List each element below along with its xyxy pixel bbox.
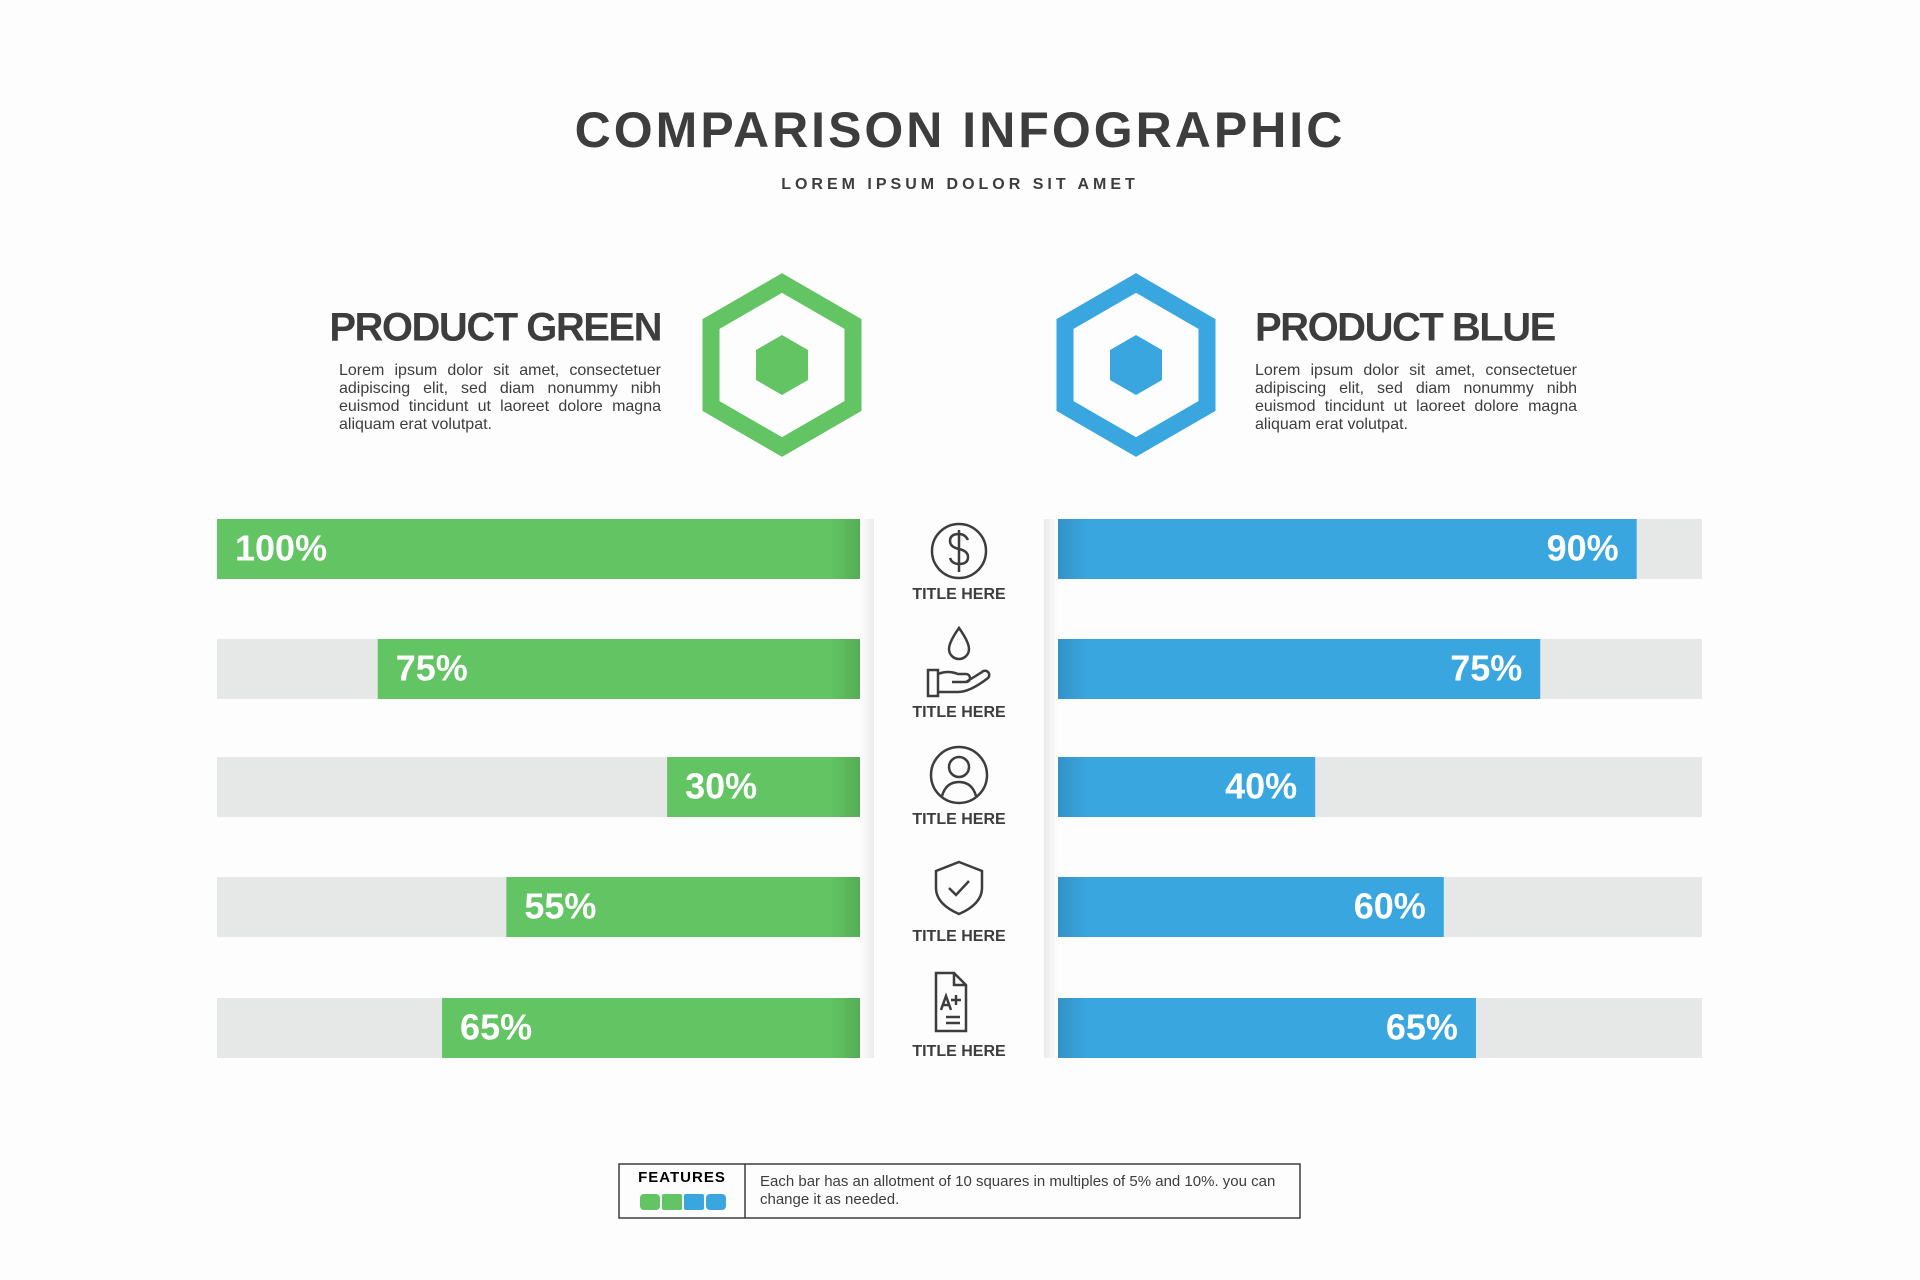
bar [1058, 639, 1541, 699]
bar [1058, 519, 1637, 579]
shadow [830, 519, 860, 579]
bar [217, 519, 860, 579]
value-label: 90% [1547, 528, 1619, 569]
value-label: 60% [1354, 886, 1426, 927]
value-label: 55% [524, 886, 596, 927]
bar [506, 877, 860, 937]
category-label: TITLE HERE [912, 928, 1006, 945]
chart-subtitle: LOREM IPSUM DOLOR SIT AMET [781, 176, 1139, 193]
gap-shadow [1044, 519, 1058, 1058]
legend-entry: PRODUCT GREEN [329, 306, 661, 350]
shadow [1058, 877, 1088, 937]
category-label: TITLE HERE [912, 1043, 1006, 1060]
category-label: TITLE HERE [912, 586, 1006, 603]
icons [926, 522, 991, 1033]
category-label: TITLE HERE [912, 704, 1006, 721]
bar [1058, 877, 1444, 937]
description: Lorem ipsum dolor sit amet, consectetuer… [339, 362, 661, 433]
bar [1058, 757, 1316, 817]
gap-shadow [860, 519, 874, 1058]
note: Each bar has an allotment of 10 squares … [760, 1173, 1276, 1208]
bar [442, 998, 860, 1058]
bar [377, 639, 860, 699]
shadow [830, 757, 860, 817]
legend-entry: PRODUCT BLUE [1255, 306, 1556, 350]
value-label: 75% [396, 648, 468, 689]
shadow [1058, 757, 1088, 817]
value-label: 40% [1225, 766, 1297, 807]
blue-hexagon [1056, 273, 1216, 457]
value-label: 100% [235, 528, 327, 569]
shadow [830, 877, 860, 937]
features-title: FEATURES [638, 1169, 726, 1186]
value-label: 75% [1450, 648, 1522, 689]
bar [667, 757, 860, 817]
category-label: TITLE HERE [912, 811, 1006, 828]
shadow [830, 998, 860, 1058]
description: Lorem ipsum dolor sit amet, consectetuer… [1255, 362, 1577, 433]
shadow [1058, 639, 1088, 699]
green-hexagon [702, 273, 862, 457]
value-label: 65% [460, 1007, 532, 1048]
value-label: 65% [1386, 1007, 1458, 1048]
value-label: 30% [685, 766, 757, 807]
chart-title: COMPARISON INFOGRAPHIC [575, 102, 1346, 158]
shadow [1058, 519, 1088, 579]
shadow [1058, 998, 1088, 1058]
bar [1058, 998, 1476, 1058]
features-box [618, 1163, 1301, 1219]
shadow [830, 639, 860, 699]
